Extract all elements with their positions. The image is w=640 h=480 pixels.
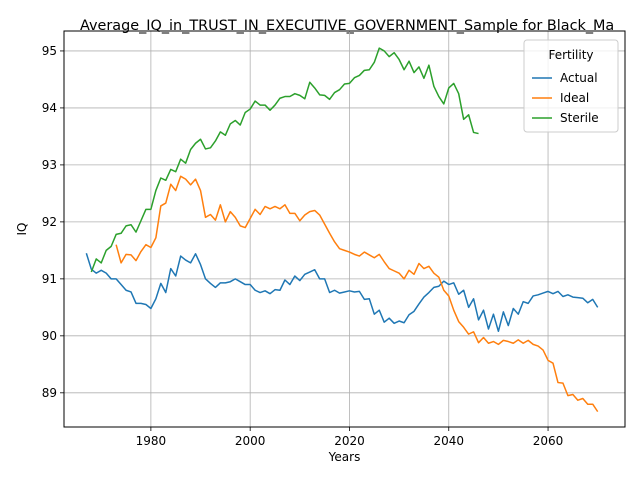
- y-tick-label: 91: [42, 272, 57, 286]
- y-tick-label: 93: [42, 158, 57, 172]
- chart-title: Average_IQ_in_TRUST_IN_EXECUTIVE_GOVERNM…: [80, 18, 614, 34]
- series-line-sterile: [90, 47, 479, 273]
- x-tick-label: 2020: [334, 434, 365, 448]
- y-tick-label: 94: [42, 101, 57, 115]
- y-tick-label: 90: [42, 329, 57, 343]
- plot-area-frame: [63, 30, 626, 428]
- legend-label-sterile: Sterile: [560, 111, 599, 125]
- series-line-ideal: [115, 175, 599, 413]
- y-tick-label: 95: [42, 44, 57, 58]
- x-axis-ticks: 1980 2000 2020 2040 2060: [136, 427, 564, 448]
- x-tick-label: 1980: [136, 434, 167, 448]
- x-tick-label: 2040: [433, 434, 464, 448]
- y-tick-label: 92: [42, 215, 57, 229]
- x-axis-label: Years: [328, 450, 361, 464]
- y-axis-label: IQ: [15, 223, 29, 236]
- legend: Fertility Actual Ideal Sterile: [523, 39, 619, 133]
- series-lines: [85, 47, 599, 413]
- legend-items: Actual Ideal Sterile: [532, 71, 599, 125]
- x-tick-label: 2000: [235, 434, 266, 448]
- x-tick-label: 2060: [533, 434, 564, 448]
- y-tick-label: 89: [42, 386, 57, 400]
- legend-box: [523, 39, 619, 133]
- legend-label-ideal: Ideal: [560, 91, 589, 105]
- y-axis-ticks: 89 90 91 92 93 94 95: [42, 44, 64, 400]
- legend-label-actual: Actual: [560, 71, 598, 85]
- legend-title: Fertility: [548, 48, 593, 62]
- series-line-actual: [85, 252, 599, 333]
